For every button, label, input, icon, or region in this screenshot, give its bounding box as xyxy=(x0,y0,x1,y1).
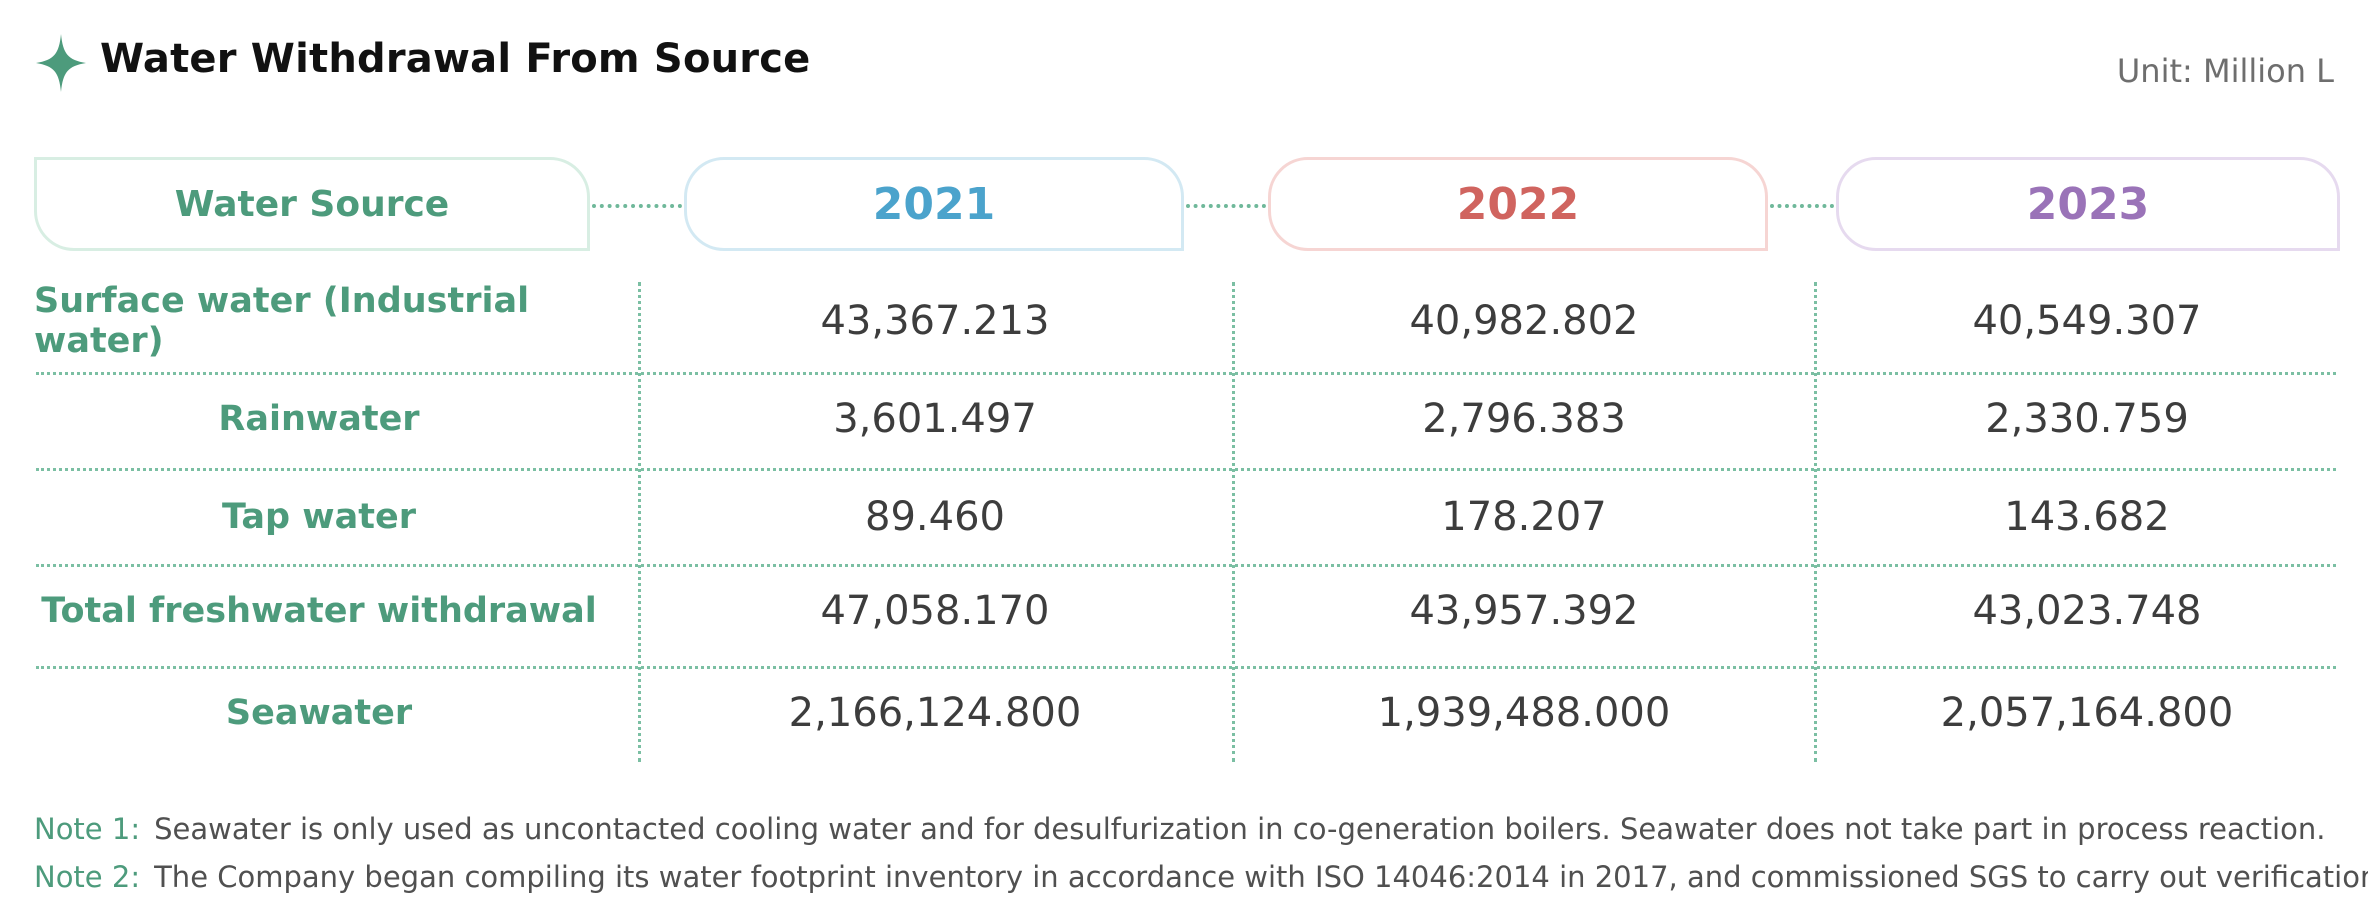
header-year-2022-label: 2022 xyxy=(1456,178,1580,230)
value-2021: 47,058.170 xyxy=(820,588,1050,634)
value-2022: 2,796.383 xyxy=(1422,396,1626,442)
note-2-label: Note 2: xyxy=(34,860,141,894)
value-2022: 43,957.392 xyxy=(1409,588,1639,634)
header-connector xyxy=(592,204,682,208)
row-divider xyxy=(36,564,2336,567)
sparkle-icon xyxy=(36,34,86,92)
table-row: Seawater 2,166,124.800 1,939,488.000 2,0… xyxy=(0,668,2368,758)
note-1-label: Note 1: xyxy=(34,812,141,846)
row-label: Seawater xyxy=(225,693,413,733)
value-2021: 2,166,124.800 xyxy=(788,690,1082,736)
value-2022: 40,982.802 xyxy=(1409,298,1639,344)
note-2-text: The Company began compiling its water fo… xyxy=(154,860,2368,894)
page-title: Water Withdrawal From Source xyxy=(100,36,811,82)
table-row: Tap water 89.460 178.207 143.682 xyxy=(0,472,2368,562)
row-label: Tap water xyxy=(222,497,416,537)
column-divider xyxy=(1232,282,1235,762)
column-divider xyxy=(638,282,641,762)
header-water-source-label: Water Source xyxy=(174,183,450,225)
header-water-source: Water Source xyxy=(34,157,590,251)
value-2021: 89.460 xyxy=(865,494,1005,540)
note-2: Note 2: The Company began compiling its w… xyxy=(34,860,2368,894)
row-divider xyxy=(36,666,2336,669)
value-2023: 43,023.748 xyxy=(1972,588,2202,634)
unit-label: Unit: Million L xyxy=(2116,52,2334,90)
value-2021: 43,367.213 xyxy=(820,298,1050,344)
row-divider xyxy=(36,372,2336,375)
header-connector xyxy=(1186,204,1266,208)
row-label: Rainwater xyxy=(218,399,420,439)
value-2023: 2,330.759 xyxy=(1985,396,2189,442)
value-2021: 3,601.497 xyxy=(833,396,1037,442)
table-row: Surface water (Industrial water) 43,367.… xyxy=(0,276,2368,366)
header-year-2021: 2021 xyxy=(684,157,1184,251)
column-divider xyxy=(1814,282,1817,762)
row-label: Total freshwater withdrawal xyxy=(41,591,597,631)
table-row: Rainwater 3,601.497 2,796.383 2,330.759 xyxy=(0,374,2368,464)
value-2022: 1,939,488.000 xyxy=(1377,690,1671,736)
value-2022: 178.207 xyxy=(1441,494,1607,540)
value-2023: 40,549.307 xyxy=(1972,298,2202,344)
row-divider xyxy=(36,468,2336,471)
header-year-2023: 2023 xyxy=(1836,157,2340,251)
header-year-2021-label: 2021 xyxy=(872,178,996,230)
note-1-text: Seawater is only used as uncontacted coo… xyxy=(154,812,2326,846)
value-2023: 143.682 xyxy=(2004,494,2170,540)
header-connector xyxy=(1770,204,1834,208)
row-label: Surface water (Industrial water) xyxy=(34,281,530,361)
table-row: Total freshwater withdrawal 47,058.170 4… xyxy=(0,566,2368,656)
note-1: Note 1: Seawater is only used as uncontac… xyxy=(34,812,2325,846)
header-year-2023-label: 2023 xyxy=(2026,178,2150,230)
value-2023: 2,057,164.800 xyxy=(1940,690,2234,736)
header-year-2022: 2022 xyxy=(1268,157,1768,251)
